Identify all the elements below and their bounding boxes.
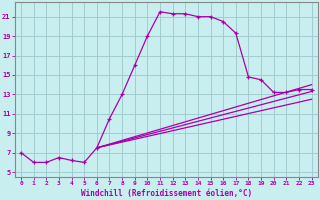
X-axis label: Windchill (Refroidissement éolien,°C): Windchill (Refroidissement éolien,°C) (81, 189, 252, 198)
